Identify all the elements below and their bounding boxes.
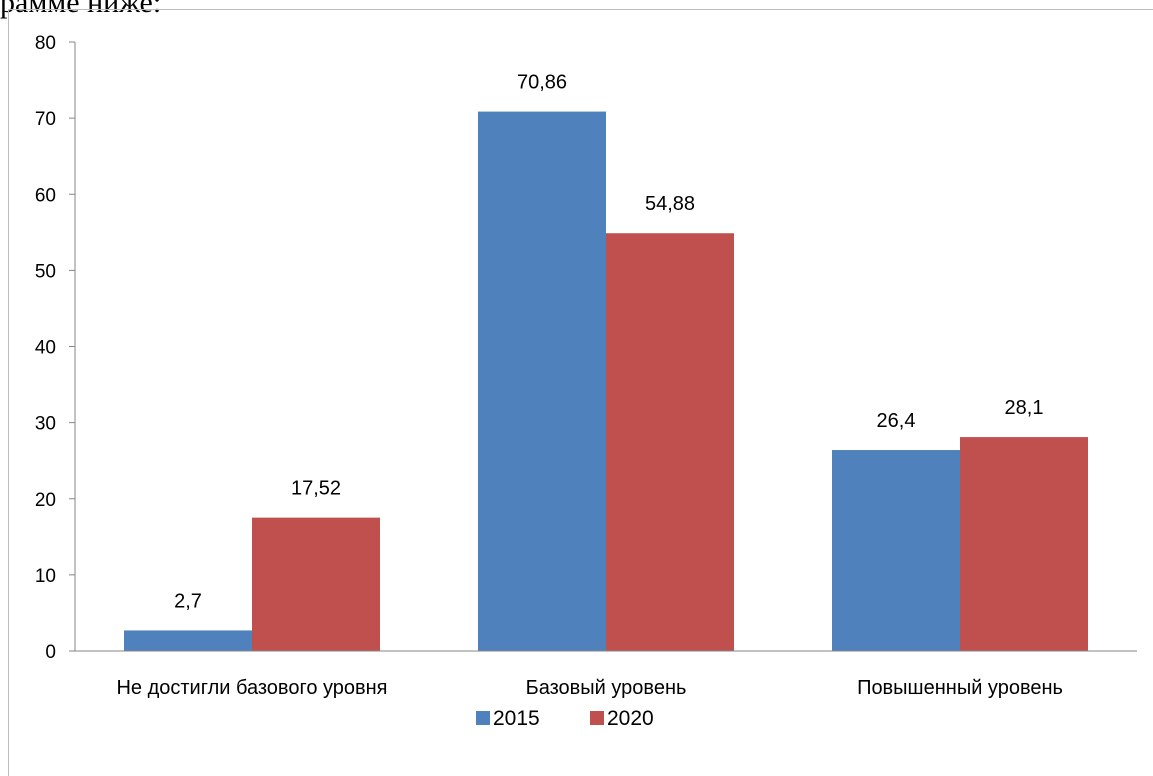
data-label-2015-2: 70,86	[517, 72, 567, 94]
data-label-2020-1: 17,52	[291, 478, 341, 500]
bar-2020-2	[606, 233, 734, 651]
y-tick-label: 40	[35, 338, 56, 359]
category-label-3: Повышенный уровень	[857, 677, 1063, 699]
y-axis-ticks: 0 10 20 30 40 50 60 70 80	[35, 33, 75, 663]
y-tick-label: 30	[35, 414, 56, 435]
legend-swatch-2015	[476, 711, 490, 725]
bar-2020-1	[252, 517, 380, 651]
category-labels: Не достигли базового уровня Базовый урове…	[116, 677, 1062, 699]
data-labels: 2,7 70,86 26,4 17,52 54,88 28,1	[174, 72, 1043, 613]
y-tick-label: 70	[35, 109, 56, 130]
bar-2020-3	[960, 437, 1088, 651]
legend-label-2015: 2015	[493, 707, 540, 730]
bars	[124, 111, 1088, 651]
bar-2015-3	[832, 450, 960, 651]
y-tick-label: 80	[35, 33, 56, 54]
legend-label-2020: 2020	[607, 707, 654, 730]
y-tick-label: 50	[35, 261, 56, 282]
category-label-2: Базовый уровень	[526, 677, 687, 699]
bar-2015-2	[478, 111, 606, 651]
y-tick-label: 0	[45, 642, 56, 663]
legend-swatch-2020	[590, 711, 604, 725]
y-tick-label: 60	[35, 185, 56, 206]
frame-top-border	[8, 9, 1153, 10]
data-label-2015-3: 26,4	[877, 410, 916, 432]
data-label-2020-3: 28,1	[1005, 397, 1044, 419]
data-label-2020-2: 54,88	[645, 193, 695, 215]
legend: 2015 2020	[476, 707, 654, 730]
bar-2015-1	[124, 630, 252, 651]
data-label-2015-1: 2,7	[174, 590, 202, 612]
frame-left-border	[8, 9, 9, 776]
y-tick-label: 20	[35, 490, 56, 511]
category-label-1: Не достигли базового уровня	[116, 677, 387, 699]
y-tick-label: 10	[35, 566, 56, 587]
